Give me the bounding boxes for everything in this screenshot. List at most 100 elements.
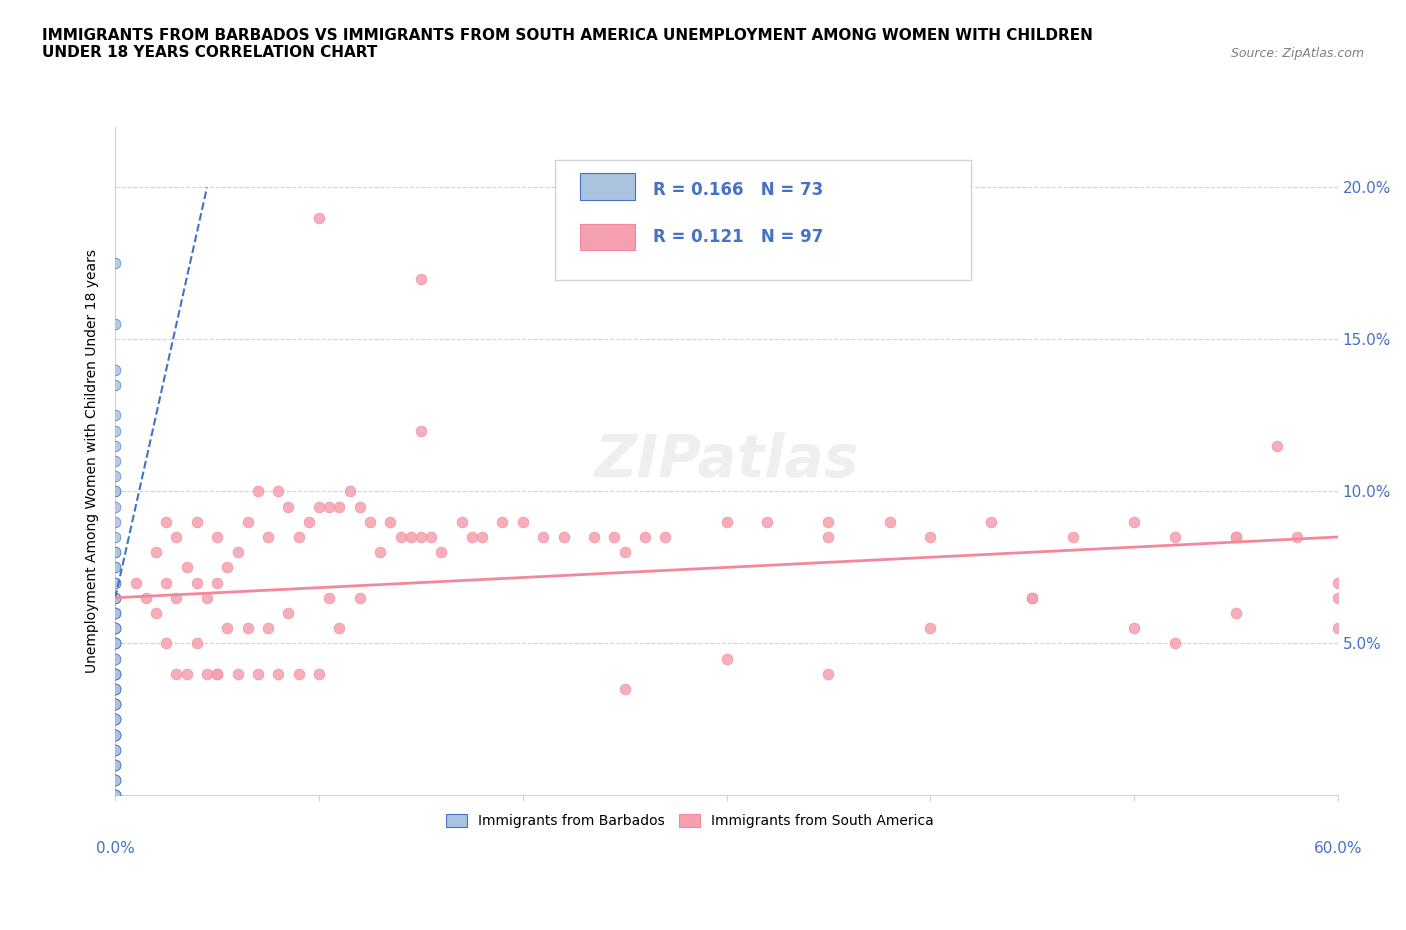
Point <box>104 484 127 498</box>
Point <box>104 712 127 727</box>
Point <box>1021 591 1043 605</box>
Point <box>287 666 309 681</box>
Point <box>104 742 127 757</box>
Point <box>716 651 738 666</box>
Point <box>389 529 412 544</box>
Point <box>257 529 280 544</box>
Point <box>104 697 127 711</box>
Point <box>104 591 127 605</box>
Point <box>461 529 484 544</box>
Point <box>409 423 432 438</box>
Y-axis label: Unemployment Among Women with Children Under 18 years: Unemployment Among Women with Children U… <box>86 249 100 673</box>
FancyBboxPatch shape <box>555 160 972 281</box>
Point <box>217 620 239 635</box>
Point <box>1123 620 1146 635</box>
Text: Source: ZipAtlas.com: Source: ZipAtlas.com <box>1230 46 1364 60</box>
Point <box>104 758 127 773</box>
Point <box>165 666 187 681</box>
Point <box>236 514 259 529</box>
Point <box>217 560 239 575</box>
Point <box>104 560 127 575</box>
Point <box>328 620 350 635</box>
Point <box>287 529 309 544</box>
Point <box>104 682 127 697</box>
Point <box>1326 620 1348 635</box>
Point <box>420 529 443 544</box>
Point <box>267 484 290 498</box>
Point <box>328 499 350 514</box>
Point <box>104 620 127 635</box>
Text: R = 0.121   N = 97: R = 0.121 N = 97 <box>654 228 824 246</box>
Point <box>205 529 228 544</box>
Point <box>104 682 127 697</box>
Point <box>104 363 127 378</box>
Point <box>205 666 228 681</box>
Point <box>104 682 127 697</box>
Point <box>104 788 127 803</box>
Point <box>236 620 259 635</box>
Point <box>104 560 127 575</box>
Point <box>226 545 249 560</box>
Point <box>1123 514 1146 529</box>
Point <box>879 514 901 529</box>
Point <box>603 529 626 544</box>
Point <box>104 666 127 681</box>
Point <box>349 591 371 605</box>
Point <box>380 514 402 529</box>
Point <box>583 529 606 544</box>
Point <box>1225 529 1247 544</box>
Text: 0.0%: 0.0% <box>96 841 135 856</box>
Point <box>104 529 127 544</box>
Point <box>1062 529 1084 544</box>
Point <box>512 28 534 43</box>
Point <box>104 636 127 651</box>
Point <box>318 499 340 514</box>
Point <box>104 438 127 453</box>
Point <box>104 773 127 788</box>
Point <box>104 666 127 681</box>
Text: 60.0%: 60.0% <box>1313 841 1362 856</box>
Point <box>920 529 942 544</box>
Point <box>104 317 127 332</box>
Point <box>104 605 127 620</box>
Point <box>176 560 198 575</box>
Point <box>104 605 127 620</box>
Point <box>104 636 127 651</box>
Point <box>1164 529 1187 544</box>
Point <box>186 575 208 590</box>
Point <box>104 408 127 423</box>
Point <box>339 484 361 498</box>
Point <box>104 697 127 711</box>
Point <box>104 514 127 529</box>
Point <box>104 727 127 742</box>
Point <box>195 666 218 681</box>
Point <box>104 636 127 651</box>
Point <box>205 575 228 590</box>
Point <box>359 514 381 529</box>
Point <box>553 529 575 544</box>
Point <box>104 788 127 803</box>
Text: R = 0.166   N = 73: R = 0.166 N = 73 <box>654 181 824 199</box>
Point <box>104 620 127 635</box>
Point <box>124 575 146 590</box>
Point <box>246 666 269 681</box>
Point <box>104 788 127 803</box>
Point <box>104 620 127 635</box>
Point <box>1225 529 1247 544</box>
Point <box>104 712 127 727</box>
Point <box>104 575 127 590</box>
Text: ZIPatlas: ZIPatlas <box>595 432 859 489</box>
Point <box>277 499 299 514</box>
Point <box>104 773 127 788</box>
Point <box>104 545 127 560</box>
Point <box>450 514 472 529</box>
Point <box>104 727 127 742</box>
Point <box>104 256 127 271</box>
Point <box>104 469 127 484</box>
Point <box>817 529 839 544</box>
Point <box>176 666 198 681</box>
Point <box>165 591 187 605</box>
Point <box>104 682 127 697</box>
Point <box>104 788 127 803</box>
Point <box>409 272 432 286</box>
